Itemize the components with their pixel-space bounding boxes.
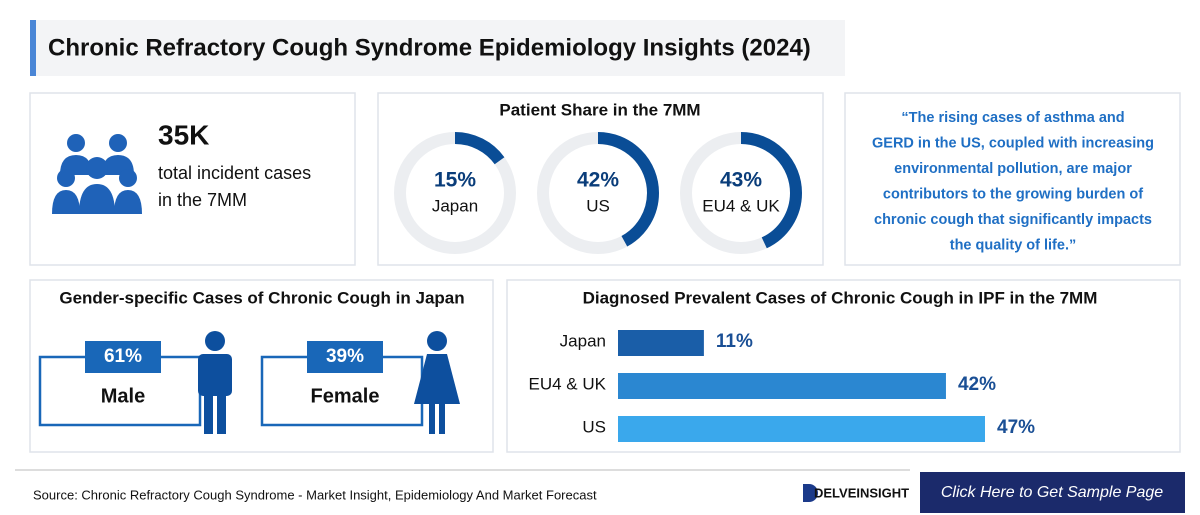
donut-label: EU4 & UK — [702, 196, 780, 215]
donut-label: Japan — [432, 196, 478, 215]
bar-label: US — [582, 417, 606, 436]
header-accent — [30, 20, 36, 76]
donut-label: US — [586, 196, 610, 215]
stat-value: 35K — [158, 119, 209, 150]
chart-title: Diagnosed Prevalent Cases of Chronic Cou… — [583, 288, 1098, 307]
donut-panel — [377, 92, 824, 266]
chart-title: Patient Share in the 7MM — [499, 100, 700, 119]
bar-value: 42% — [958, 374, 996, 395]
gender-badge — [85, 341, 161, 373]
person-body — [198, 354, 232, 396]
logo: DELVEINSIGHT — [814, 485, 909, 500]
bar-value: 11% — [716, 331, 753, 352]
gender-label: Male — [101, 385, 145, 407]
bar — [618, 330, 704, 356]
person-leg — [439, 402, 445, 434]
quote-panel — [844, 92, 1181, 266]
source: Source: Chronic Refractory Cough Syndrom… — [33, 487, 597, 502]
person-leg — [429, 402, 435, 434]
gender-value: 39% — [326, 346, 364, 367]
person-leg — [217, 392, 226, 434]
title: Chronic Refractory Cough Syndrome Epidem… — [48, 34, 811, 61]
people-icon — [52, 134, 142, 214]
stat-line: in the 7MM — [158, 190, 247, 210]
person-head — [427, 331, 447, 351]
gender-badge — [307, 341, 383, 373]
gender-value: 61% — [104, 346, 142, 367]
stat-panel — [29, 92, 356, 266]
quote-line: “The rising cases of asthma and — [901, 110, 1124, 126]
donut-value: 15% — [434, 169, 476, 192]
stat-line: total incident cases — [158, 163, 311, 183]
quote-line: the quality of life.” — [950, 237, 1076, 253]
person-leg — [204, 392, 213, 434]
donut-value: 42% — [577, 169, 619, 192]
quote-line: chronic cough that significantly impacts — [874, 212, 1152, 228]
donut-arc — [537, 132, 659, 254]
bar-value: 47% — [997, 417, 1035, 438]
bar-label: Japan — [560, 331, 606, 350]
quote-line: contributors to the growing burden of — [883, 186, 1143, 202]
header-box — [30, 20, 845, 76]
sample-button-label[interactable]: Click Here to Get Sample Page — [941, 484, 1163, 501]
logo-mark — [803, 484, 818, 502]
person-head — [205, 331, 225, 351]
quote-line: environmental pollution, are major — [894, 161, 1132, 177]
donut-value: 43% — [720, 169, 762, 192]
sample-button[interactable] — [920, 472, 1185, 513]
person-body — [414, 354, 460, 404]
chart-title: Gender-specific Cases of Chronic Cough i… — [59, 288, 464, 307]
bar — [618, 416, 985, 442]
gender-label: Female — [311, 385, 380, 407]
bar — [618, 373, 946, 399]
donut-arc — [394, 132, 516, 254]
donut-arc — [680, 132, 802, 254]
quote-line: GERD in the US, coupled with increasing — [872, 135, 1154, 151]
bar-label: EU4 & UK — [529, 374, 607, 393]
